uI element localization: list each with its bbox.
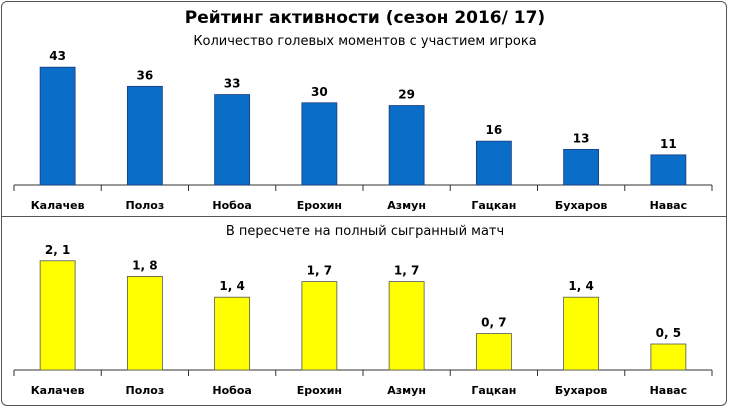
bottom-bar bbox=[126, 275, 163, 371]
bottom-category-label: Бухаров bbox=[555, 384, 608, 397]
top-category-label: Навас bbox=[650, 199, 688, 212]
bottom-bar bbox=[214, 296, 251, 371]
panel-divider bbox=[1, 216, 727, 217]
bottom-category-label: Полоз bbox=[125, 384, 164, 397]
bottom-bar bbox=[475, 333, 512, 371]
bottom-category-label: Нобоа bbox=[212, 384, 251, 397]
top-category-label: Ерохин bbox=[297, 199, 342, 212]
top-data-label: 29 bbox=[398, 88, 415, 102]
top-data-label: 43 bbox=[49, 49, 66, 63]
bottom-bar bbox=[388, 281, 425, 371]
bottom-data-label: 2, 1 bbox=[45, 243, 70, 257]
bottom-bar bbox=[563, 296, 600, 371]
bottom-category-label: Гацкан bbox=[471, 384, 516, 397]
bottom-data-label: 0, 5 bbox=[656, 326, 681, 340]
top-category-label: Калачев bbox=[31, 199, 85, 212]
top-bar bbox=[475, 140, 512, 186]
bottom-category-label: Азмун bbox=[387, 384, 426, 397]
top-chart-subtitle: Количество голевых моментов с участием и… bbox=[193, 34, 537, 49]
top-data-label: 13 bbox=[573, 131, 590, 145]
top-bar bbox=[39, 66, 76, 186]
top-data-label: 36 bbox=[137, 68, 154, 82]
top-bar bbox=[126, 85, 163, 186]
top-bar bbox=[388, 105, 425, 186]
top-bar bbox=[214, 94, 251, 186]
top-category-label: Нобоа bbox=[212, 199, 251, 212]
top-category-label: Полоз bbox=[125, 199, 164, 212]
bottom-data-label: 1, 7 bbox=[307, 264, 332, 278]
bottom-bar bbox=[39, 260, 76, 371]
bottom-category-label: Навас bbox=[650, 384, 688, 397]
bottom-data-label: 1, 4 bbox=[219, 279, 244, 293]
bottom-category-label: Калачев bbox=[31, 384, 85, 397]
top-data-label: 16 bbox=[486, 123, 503, 137]
bottom-data-label: 0, 7 bbox=[481, 316, 506, 330]
bottom-data-label: 1, 4 bbox=[568, 279, 593, 293]
top-data-label: 33 bbox=[224, 77, 241, 91]
bottom-bar bbox=[301, 281, 338, 371]
bottom-data-label: 1, 7 bbox=[394, 264, 419, 278]
top-bar bbox=[301, 102, 338, 186]
top-data-label: 30 bbox=[311, 85, 328, 99]
top-category-label: Азмун bbox=[387, 199, 426, 212]
top-data-label: 11 bbox=[660, 137, 677, 151]
chart-title: Рейтинг активности (сезон 2016/ 17) bbox=[184, 8, 546, 28]
bottom-data-label: 1, 8 bbox=[132, 258, 157, 272]
top-category-label: Гацкан bbox=[471, 199, 516, 212]
bottom-category-label: Ерохин bbox=[297, 384, 342, 397]
top-bar bbox=[563, 148, 600, 186]
bottom-chart-subtitle: В пересчете на полный сыгранный матч bbox=[225, 224, 505, 239]
bottom-bar bbox=[650, 343, 687, 371]
top-category-label: Бухаров bbox=[555, 199, 608, 212]
top-bar bbox=[650, 154, 687, 186]
